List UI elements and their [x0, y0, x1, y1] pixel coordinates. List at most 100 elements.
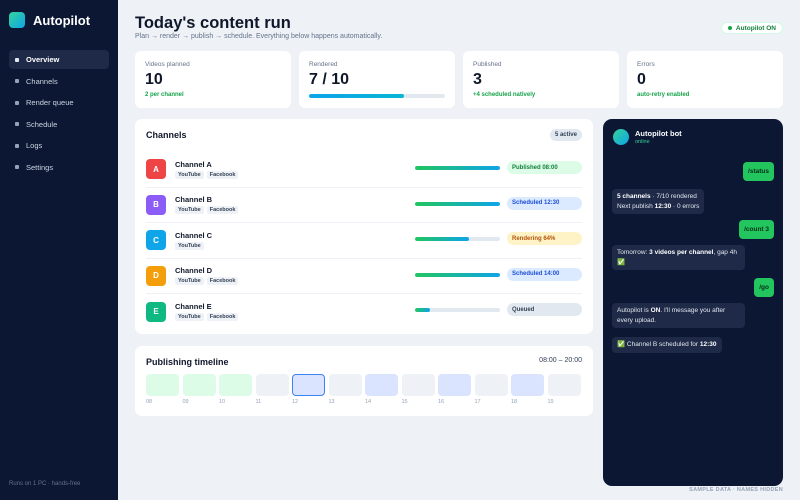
channel-progress-bar [415, 237, 500, 241]
stat-label: Published [473, 61, 502, 68]
platform-tag-youtube: YouTube [175, 170, 204, 179]
bot-status: online [635, 139, 650, 145]
channel-row[interactable]: B Channel B YouTube Facebook Scheduled 12:30 [146, 188, 582, 223]
channel-status-badge: Scheduled 12:30 [507, 196, 582, 210]
timeline-slot-19[interactable] [547, 374, 581, 396]
channel-name: Channel C [175, 230, 213, 240]
bot-message-text: · 0 errors [671, 202, 700, 210]
timeline-hour-label: 10 [219, 399, 226, 405]
channel-name: Channel D [175, 266, 213, 276]
app-name: Autopilot [33, 12, 91, 28]
bot-reply-message: Autopilot is ON. I'll message you after … [612, 303, 745, 328]
channel-info: Channel B YouTube Facebook [175, 195, 405, 215]
channel-status-badge: Rendering 64% [507, 232, 582, 245]
bot-message-text: Tomorrow: [617, 249, 650, 256]
platform-tags: YouTube Facebook [175, 206, 405, 215]
timeline-slot-17[interactable] [474, 374, 508, 396]
stat-card-videos-planned: Videos planned 10 2 per channel [135, 51, 291, 108]
sidebar-item-channels[interactable]: Channels [9, 72, 109, 91]
timeline-slot-11[interactable] [255, 374, 289, 396]
page-subtitle: Plan → render → publish → schedule. Ever… [135, 33, 383, 40]
nav-bullet-icon [15, 122, 19, 126]
timeline-hour-label: 15 [401, 399, 408, 405]
channel-progress-fill [415, 237, 470, 241]
stat-value: 3 [473, 71, 482, 88]
channel-row[interactable]: D Channel D YouTube Facebook Scheduled 14:00 [146, 259, 582, 294]
platform-tag-youtube: YouTube [175, 277, 204, 286]
brand: Autopilot [0, 0, 118, 40]
sidebar-item-render-queue[interactable]: Render queue [9, 93, 109, 112]
bot-chat-panel: Autopilot bot online /status 5 channels ·… [603, 119, 783, 486]
channel-status-badge: Queued [507, 303, 582, 316]
channel-row[interactable]: C Channel C YouTube Rendering 64% [146, 223, 582, 259]
channel-status-badge: Published 08:00 [507, 161, 582, 174]
sidebar-item-settings[interactable]: Settings [9, 158, 109, 177]
channel-avatar: C [146, 230, 166, 251]
timeline-hour-label: 16 [438, 399, 445, 405]
render-progress-fill [309, 94, 405, 98]
bot-message-bold: ON [650, 307, 661, 314]
channel-name: Channel B [175, 195, 213, 205]
sidebar-item-label: Render queue [26, 98, 74, 107]
render-progress-bar [309, 94, 445, 98]
channel-progress-bar [415, 272, 500, 277]
channel-info: Channel A YouTube Facebook [175, 160, 405, 179]
timeline-slot-15[interactable] [401, 374, 435, 396]
user-command-message: /count 3 [739, 220, 774, 239]
sidebar-item-label: Logs [26, 141, 43, 150]
timeline-slot-16[interactable] [438, 374, 471, 396]
channel-progress-fill [415, 308, 431, 312]
sidebar-item-schedule[interactable]: Schedule [9, 115, 109, 134]
nav-bullet-icon [15, 165, 19, 169]
timeline-slot-18[interactable] [511, 374, 544, 396]
bot-reply-message: ✅ Channel B scheduled for 12:30 [612, 337, 722, 353]
timeline-slot-10[interactable] [219, 374, 252, 396]
platform-tag-facebook: Facebook [206, 313, 239, 322]
channel-avatar: E [146, 301, 166, 322]
timeline-title: Publishing timeline [146, 357, 229, 367]
timeline-slot-13[interactable] [328, 374, 362, 396]
page-title: Today's content run [135, 14, 291, 32]
bot-reply-message: Tomorrow: 3 videos per channel, gap 4h ✅ [612, 245, 745, 270]
platform-tag-facebook: Facebook [206, 206, 239, 215]
channel-info: Channel C YouTube [175, 231, 405, 250]
channel-status-badge: Scheduled 14:00 [507, 267, 582, 281]
stat-value: 10 [145, 71, 163, 88]
timeline-slot-09[interactable] [182, 374, 216, 396]
autopilot-status-label: Autopilot ON [735, 24, 776, 32]
timeline-slot-08[interactable] [146, 374, 179, 396]
user-command-message: /status [743, 162, 774, 181]
timeline-slot-12[interactable] [292, 374, 325, 396]
channel-avatar: B [146, 194, 166, 215]
timeline-slot-14[interactable] [365, 374, 398, 396]
stat-value: 7 / 10 [309, 71, 350, 88]
sidebar-item-overview[interactable]: Overview [9, 50, 109, 69]
sidebar-item-logs[interactable]: Logs [9, 136, 109, 155]
nav-bullet-icon [15, 79, 19, 83]
platform-tag-youtube: YouTube [175, 241, 204, 250]
platform-tag-youtube: YouTube [175, 206, 204, 215]
bot-message-bold: 12:30 [654, 202, 672, 210]
bot-message-text: Next publish [617, 202, 655, 210]
sidebar: Autopilot Overview Channels Render queue Sc… [0, 0, 118, 500]
autopilot-logo-icon [9, 12, 25, 28]
channel-name: Channel A [175, 159, 212, 169]
sidebar-item-label: Schedule [26, 119, 58, 129]
platform-tag-facebook: Facebook [206, 170, 239, 179]
timeline-hour-label: 18 [511, 399, 518, 405]
channels-card: Channels 5 active A Channel A YouTube Faceb… [135, 119, 593, 334]
channel-info: Channel D YouTube Facebook [175, 266, 405, 286]
bot-message-text: ✅ Channel B scheduled for [617, 341, 700, 348]
platform-tag-youtube: YouTube [175, 313, 204, 322]
timeline-hour-label: 12 [292, 399, 299, 405]
stat-note: auto-retry enabled [637, 92, 690, 98]
channel-row[interactable]: E Channel E YouTube Facebook Queued [146, 294, 582, 330]
channels-title: Channels [146, 130, 187, 140]
stat-label: Rendered [309, 61, 338, 68]
platform-tag-facebook: Facebook [206, 277, 239, 286]
channel-row[interactable]: A Channel A YouTube Facebook Published 08:00 [146, 152, 582, 188]
nav-bullet-icon [15, 143, 19, 148]
channel-progress-fill [415, 272, 500, 277]
stat-label: Errors [637, 61, 655, 68]
platform-tags: YouTube Facebook [175, 277, 405, 286]
